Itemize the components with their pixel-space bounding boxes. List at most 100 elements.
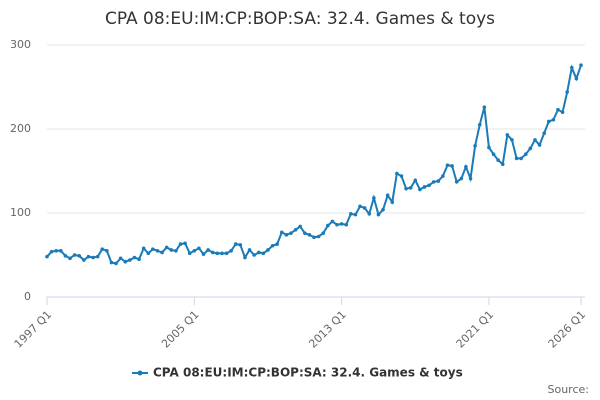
data-point [256, 250, 261, 255]
legend-marker [137, 370, 143, 376]
data-point [118, 256, 123, 261]
data-point [473, 144, 477, 148]
data-point [528, 146, 533, 151]
data-point [174, 249, 178, 253]
data-point [468, 176, 473, 181]
data-point [210, 250, 215, 255]
data-point [233, 242, 238, 246]
x-tick-label: 2005 Q1 [159, 308, 202, 351]
data-point [537, 143, 542, 147]
data-point [542, 131, 546, 135]
data-point [510, 138, 514, 142]
data-point [514, 156, 519, 161]
data-point [128, 258, 132, 262]
data-point [86, 254, 91, 259]
data-point [496, 158, 500, 162]
data-point [137, 257, 141, 262]
data-point [178, 242, 183, 246]
legend-item[interactable]: CPA 08:EU:IM:CP:BOP:SA: 32.4. Games & to… [132, 366, 463, 380]
data-point [551, 117, 556, 122]
data-point [54, 249, 59, 253]
data-point [556, 107, 560, 112]
data-point [487, 145, 491, 150]
data-point [500, 162, 505, 167]
data-point [418, 187, 422, 192]
data-point [431, 180, 436, 184]
data-point [206, 248, 210, 252]
data-point [316, 234, 321, 239]
data-point [533, 138, 537, 142]
data-point [574, 76, 579, 81]
data-point [49, 249, 54, 254]
data-point [141, 246, 146, 251]
data-point [427, 183, 431, 188]
data-point [353, 212, 358, 217]
data-point [399, 174, 404, 178]
data-point [123, 259, 128, 264]
y-tick-label: 0 [24, 290, 31, 303]
data-point [132, 255, 137, 260]
data-point [569, 65, 574, 70]
data-point [109, 260, 114, 265]
data-point [404, 186, 408, 191]
data-point [275, 242, 279, 246]
data-point [284, 233, 289, 237]
data-point [385, 193, 390, 198]
data-point [459, 176, 464, 181]
data-point [579, 63, 583, 67]
data-point [450, 164, 454, 168]
data-point [105, 249, 109, 253]
data-point [247, 248, 252, 252]
data-point [68, 256, 72, 261]
data-point [45, 254, 49, 259]
data-point [523, 152, 528, 156]
data-point [335, 222, 339, 227]
data-point [565, 90, 569, 94]
data-point [413, 178, 418, 183]
data-point [164, 245, 169, 250]
data-point [546, 119, 551, 124]
data-point [505, 133, 510, 137]
data-point [243, 255, 247, 260]
data-point [279, 230, 284, 235]
data-point [238, 243, 243, 247]
data-point [519, 156, 523, 161]
data-point [224, 251, 229, 256]
source: Source: [548, 383, 590, 396]
data-point [289, 231, 293, 235]
data-point [197, 246, 201, 251]
data-point [482, 105, 487, 109]
data-point [395, 171, 399, 176]
data-point [160, 250, 164, 255]
data-point [100, 247, 105, 251]
data-point [344, 222, 349, 227]
y-tick-label: 100 [10, 206, 31, 219]
data-point [298, 224, 302, 229]
data-point [560, 110, 565, 114]
data-point [312, 235, 316, 240]
data-point [114, 261, 118, 266]
data-point [367, 212, 372, 216]
data-point [169, 248, 174, 252]
data-point [330, 219, 335, 224]
data-point [358, 204, 362, 209]
data-point [270, 243, 275, 248]
data-point [445, 163, 450, 167]
data-point [381, 207, 385, 212]
data-point [477, 123, 482, 127]
data-point [422, 185, 427, 189]
data-point [220, 251, 224, 256]
data-point [229, 249, 233, 253]
data-point [91, 255, 95, 260]
x-tick-label: 2026 Q1 [546, 308, 589, 351]
data-point [201, 252, 206, 256]
series-line [46, 64, 582, 265]
data-point [454, 180, 459, 184]
data-point [326, 223, 330, 228]
data-point [77, 254, 82, 258]
data-point [183, 241, 187, 246]
y-tick-label: 200 [10, 122, 31, 135]
data-point [293, 228, 298, 232]
